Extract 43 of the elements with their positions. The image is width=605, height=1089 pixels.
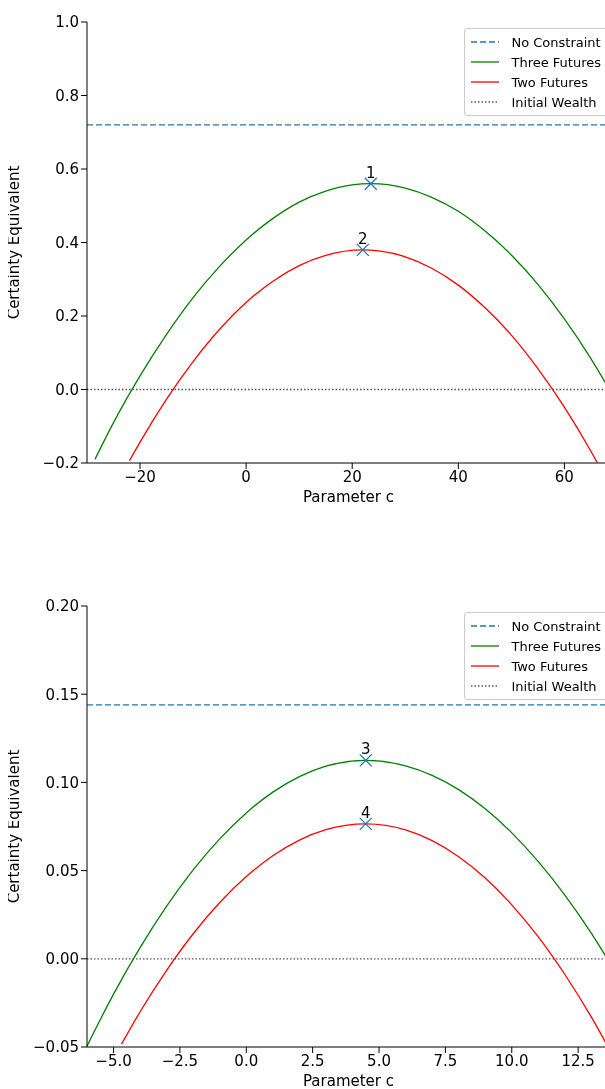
- y-tick-label: 0.6: [55, 160, 79, 179]
- x-axis-title: Parameter c: [302, 488, 395, 506]
- y-tick-label: 0.00: [45, 950, 79, 969]
- y-tick-label: −0.05: [33, 1038, 79, 1057]
- legend-label: Two Futures: [511, 658, 589, 674]
- legend-label: Three Futures: [511, 54, 601, 70]
- x-tick-label: 0.0: [234, 1051, 259, 1070]
- line-series: [128, 249, 598, 463]
- x-tick-label: −2.5: [161, 1051, 199, 1070]
- x-tick-label: 2.5: [300, 1051, 325, 1070]
- legend-label: Initial Wealth: [511, 678, 597, 694]
- y-tick-label: 0.05: [45, 861, 79, 880]
- x-tick-label: 5.0: [367, 1051, 391, 1070]
- x-tick-label: −5.0: [95, 1051, 132, 1070]
- y-axis-title: Certainty Equivalent: [5, 165, 24, 320]
- y-tick-label: 0.20: [45, 597, 79, 616]
- x-tick-label: 60: [554, 467, 574, 486]
- x-tick-label: 10.0: [495, 1051, 529, 1070]
- y-tick-label: 0.8: [55, 86, 79, 105]
- x-tick-label: 7.5: [433, 1051, 458, 1070]
- x-tick-label: 0: [241, 467, 251, 486]
- y-tick-label: 0.2: [55, 307, 79, 326]
- x-tick-label: −20: [124, 467, 156, 486]
- legend-label: Three Futures: [511, 638, 601, 654]
- legend-label: No Constraint: [511, 34, 601, 50]
- annotation: 3: [360, 740, 371, 759]
- y-tick-label: 0.15: [45, 685, 79, 704]
- y-tick-label: −0.2: [42, 454, 79, 473]
- legend-label: No Constraint: [511, 618, 601, 634]
- annotation: 4: [360, 803, 371, 822]
- legend-label: Initial Wealth: [511, 94, 597, 110]
- y-tick-label: 0.4: [55, 233, 79, 252]
- y-axis-title: Certainty Equivalent: [5, 749, 24, 904]
- x-tick-label: 20: [342, 467, 362, 486]
- legend-label: Two Futures: [511, 74, 589, 90]
- y-tick-label: 0.10: [45, 773, 79, 792]
- x-tick-label: 12.5: [561, 1051, 595, 1070]
- annotation: 1: [366, 163, 376, 182]
- x-tick-label: 40: [448, 467, 468, 486]
- annotation: 2: [358, 229, 368, 248]
- y-tick-label: 0.0: [55, 380, 79, 399]
- y-tick-label: 1.0: [55, 13, 79, 32]
- x-axis-title: Parameter c: [302, 1072, 395, 1089]
